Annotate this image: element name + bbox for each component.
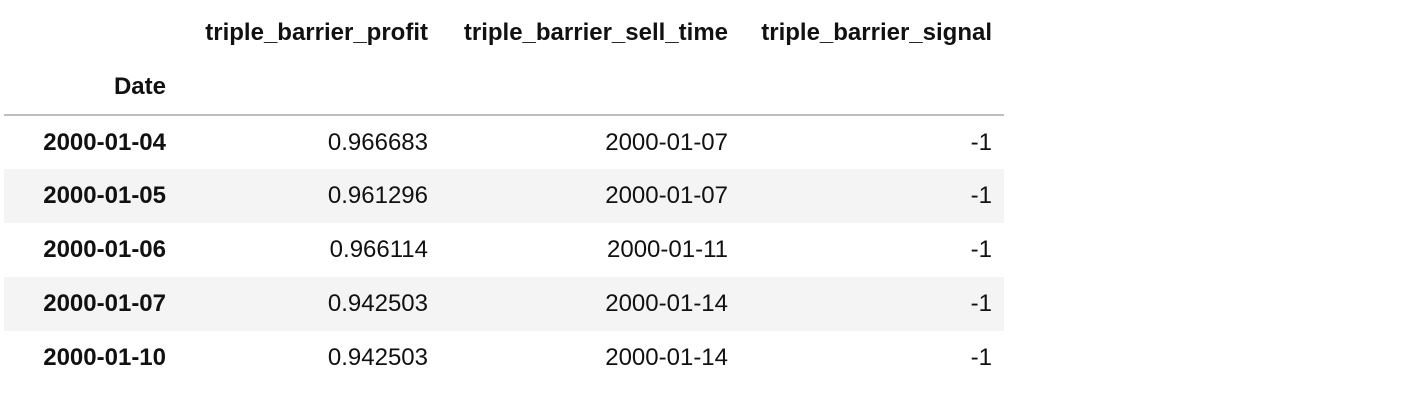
- cell-sell-time: 2000-01-14: [605, 290, 728, 317]
- table-row: 2000-01-06 0.966114 2000-01-11 -1: [4, 223, 1004, 277]
- row-index-date: 2000-01-06: [43, 236, 166, 263]
- column-header-triple-barrier-profit: triple_barrier_profit: [205, 19, 428, 46]
- row-index-date: 2000-01-10: [43, 344, 166, 371]
- table-body: 2000-01-04 0.966683 2000-01-07 -1 2000-0…: [4, 115, 1004, 385]
- dataframe-table: triple_barrier_profit triple_barrier_sel…: [4, 6, 1004, 385]
- cell-profit: 0.966114: [329, 236, 428, 263]
- blank-header-cell: [4, 6, 178, 60]
- empty-header-cell: [440, 60, 740, 116]
- column-header-triple-barrier-signal: triple_barrier_signal: [761, 19, 992, 46]
- table-row: 2000-01-05 0.961296 2000-01-07 -1: [4, 169, 1004, 223]
- column-header-triple-barrier-sell-time: triple_barrier_sell_time: [463, 19, 728, 46]
- cell-profit: 0.961296: [327, 182, 428, 209]
- table-header: triple_barrier_profit triple_barrier_sel…: [4, 6, 1004, 116]
- cell-profit: 0.942503: [327, 290, 428, 317]
- cell-sell-time: 2000-01-14: [605, 344, 728, 371]
- empty-header-cell: [178, 60, 440, 116]
- row-index-date: 2000-01-05: [43, 182, 166, 209]
- cell-sell-time: 2000-01-07: [605, 182, 728, 209]
- cell-signal: -1: [970, 344, 992, 371]
- cell-sell-time: 2000-01-11: [607, 236, 728, 263]
- cell-signal: -1: [970, 182, 992, 209]
- table-row: 2000-01-04 0.966683 2000-01-07 -1: [4, 115, 1004, 169]
- table-row: 2000-01-10 0.942503 2000-01-14 -1: [4, 331, 1004, 385]
- cell-profit: 0.966683: [327, 128, 428, 156]
- cell-signal: -1: [970, 128, 992, 156]
- cell-sell-time: 2000-01-07: [605, 128, 728, 156]
- cell-signal: -1: [970, 290, 992, 317]
- empty-header-cell: [740, 60, 1004, 116]
- index-name-header: Date: [4, 60, 178, 116]
- index-header-row: Date: [4, 60, 1004, 116]
- column-header-row: triple_barrier_profit triple_barrier_sel…: [4, 6, 1004, 60]
- cell-signal: -1: [970, 236, 992, 263]
- row-index-date: 2000-01-07: [43, 290, 166, 317]
- cell-profit: 0.942503: [327, 344, 428, 371]
- table-row: 2000-01-07 0.942503 2000-01-14 -1: [4, 277, 1004, 331]
- row-index-date: 2000-01-04: [43, 128, 166, 156]
